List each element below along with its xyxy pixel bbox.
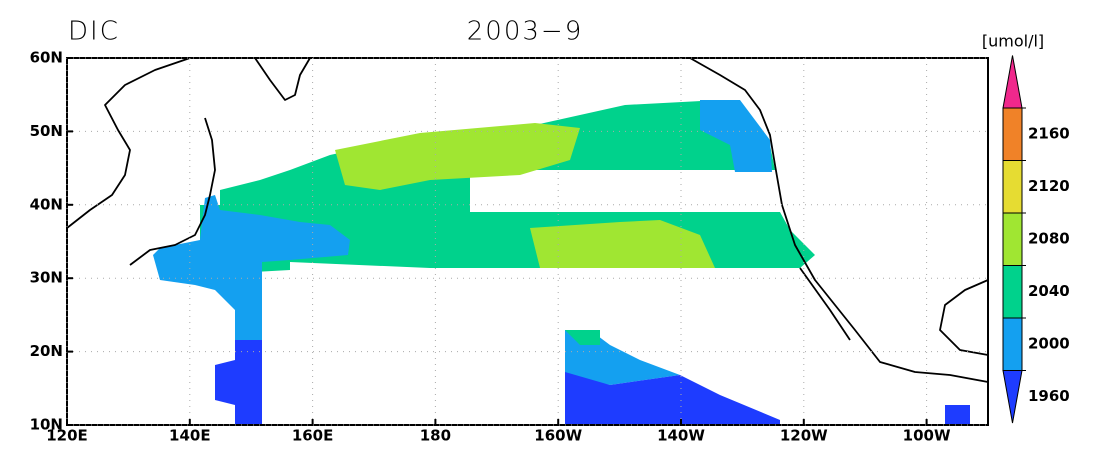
baja xyxy=(799,267,851,341)
colorbar-label: 1960 xyxy=(1028,387,1070,405)
north-america-coast xyxy=(689,57,989,383)
colorbar-label: 2080 xyxy=(1028,230,1070,248)
region-below-1960 xyxy=(565,372,780,425)
y-tick-label: 30N xyxy=(30,269,63,287)
region-2040-2080 xyxy=(530,220,715,268)
colorbar-segment xyxy=(1002,107,1023,161)
x-tick-label: 120W xyxy=(780,427,828,445)
colorbar-segment xyxy=(1002,212,1023,266)
colorbar-segment xyxy=(1002,160,1023,214)
region-below-1960 xyxy=(215,340,262,425)
colorbar-label: 2000 xyxy=(1028,335,1070,353)
x-tick-label: 120E xyxy=(46,427,88,445)
gulf-coast xyxy=(939,279,989,356)
colorbar-segment xyxy=(1002,265,1023,319)
x-tick-label: 160E xyxy=(292,427,334,445)
y-tick-label: 10N xyxy=(30,416,63,434)
region-2040-2080 xyxy=(335,123,580,190)
region-1960-2000 xyxy=(700,100,772,172)
coastlines xyxy=(66,57,989,383)
colorbar-label: 2120 xyxy=(1028,177,1070,195)
region-2000-2040 xyxy=(565,330,600,345)
field xyxy=(153,100,970,425)
y-tick-label: 20N xyxy=(30,342,63,360)
x-tick-label: 100W xyxy=(903,427,951,445)
colorbar-segment xyxy=(1002,317,1023,371)
y-tick-label: 60N xyxy=(30,49,63,67)
x-tick-label: 140E xyxy=(169,427,211,445)
colorbar-segment xyxy=(1002,55,1023,109)
y-tick-label: 40N xyxy=(30,195,63,213)
colorbar-label: 2040 xyxy=(1028,282,1070,300)
x-tick-label: 180 xyxy=(420,427,451,445)
x-tick-label: 140W xyxy=(657,427,705,445)
map-frame xyxy=(66,57,989,426)
title: DIC xyxy=(68,17,120,47)
y-tick-label: 50N xyxy=(30,122,63,140)
colorbar-unit: [umol/l] xyxy=(982,32,1044,51)
x-tick-label: 160W xyxy=(534,427,582,445)
region-below-1960 xyxy=(945,405,970,425)
colorbar-segment xyxy=(1002,370,1023,424)
asia-coast xyxy=(66,57,191,229)
japan xyxy=(129,117,216,266)
colorbar-label: 2160 xyxy=(1028,125,1070,143)
date: 2003−9 xyxy=(467,17,584,47)
kamchatka xyxy=(254,57,311,101)
region-1960-2000 xyxy=(153,195,350,350)
